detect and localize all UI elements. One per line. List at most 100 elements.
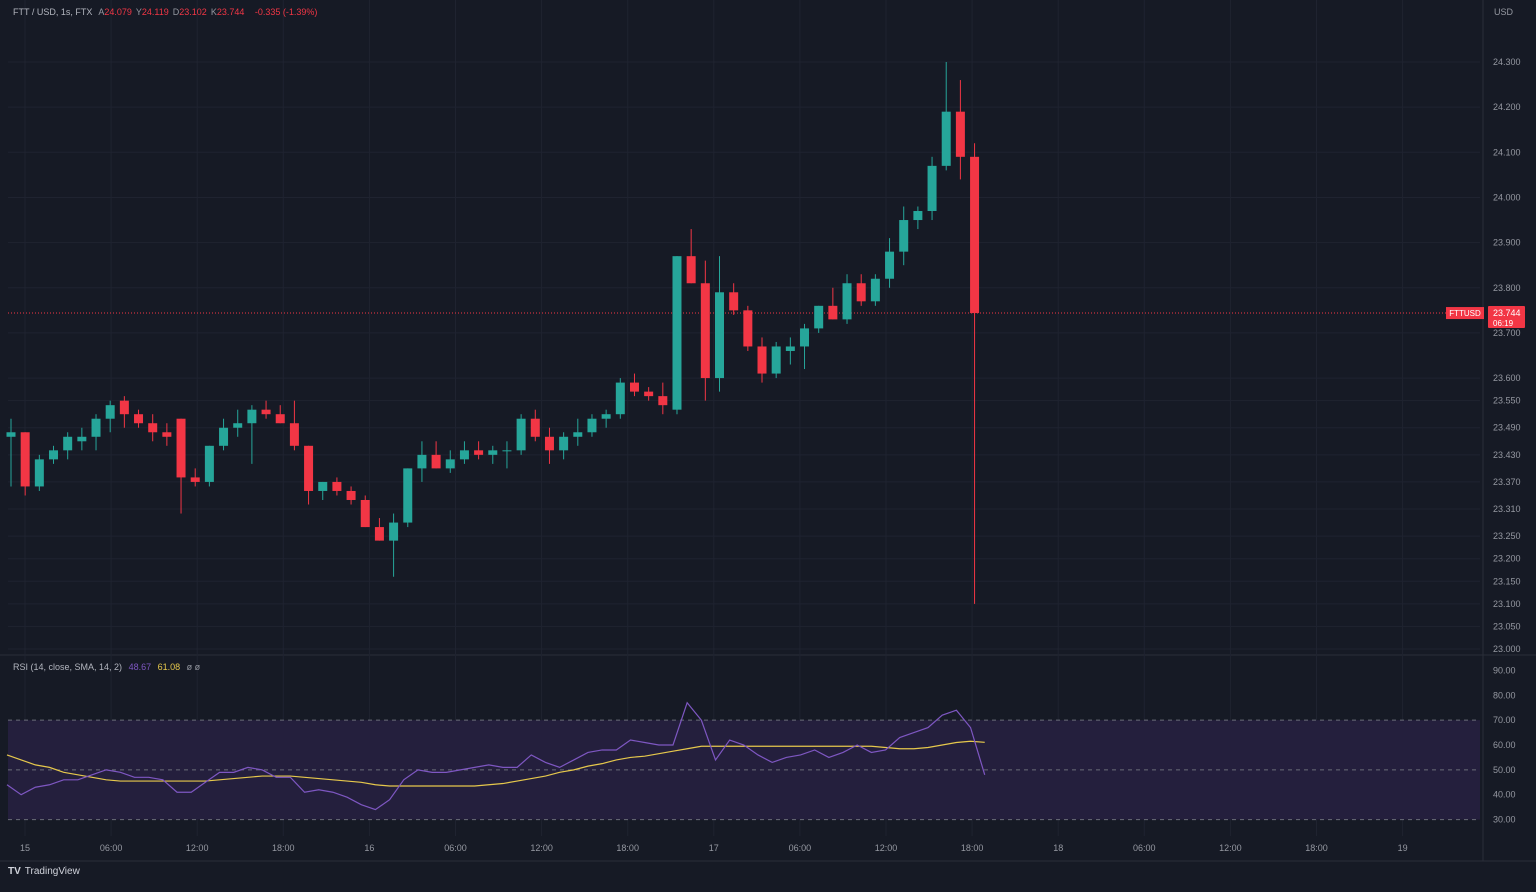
rsi-axis-label: 70.00 (1493, 715, 1516, 725)
rsi-line (6, 701, 986, 811)
time-axis-label: 17 (709, 843, 719, 853)
rsi-sma-value: 61.08 (157, 662, 181, 672)
candle-body (247, 409, 257, 424)
ohlc-key: D (172, 7, 180, 17)
time-axis-label: 19 (1398, 843, 1408, 853)
candle-body (445, 459, 455, 469)
rsi-axis-label: 30.00 (1493, 815, 1516, 825)
time-axis-label: 16 (364, 843, 374, 853)
candle-body (686, 256, 696, 284)
ohlc-key: A (98, 7, 105, 17)
price-axis-label: 23.310 (1493, 504, 1521, 514)
ohlc-value: 24.079 (104, 7, 132, 17)
ohlc-value: 23.102 (179, 7, 207, 17)
current-price-tag (1488, 306, 1525, 329)
candle-body (757, 346, 767, 374)
price-axis-label: 23.550 (1493, 396, 1521, 406)
ohlc-value: 23.744 (216, 7, 245, 17)
candle-body (601, 414, 611, 419)
time-axis-label: 15 (20, 843, 30, 853)
candle-body (332, 481, 342, 491)
time-axis-label: 06:00 (1133, 843, 1156, 853)
candle-body (275, 414, 285, 424)
tradingview-icon: TV (8, 866, 21, 877)
candle-body (615, 382, 625, 415)
rsi-axis-label: 50.00 (1493, 765, 1516, 775)
candle-body (134, 414, 144, 424)
time-axis-label: 18:00 (616, 843, 639, 853)
time-axis-label: 12:00 (875, 843, 898, 853)
price-axis-label: 24.200 (1493, 102, 1521, 112)
candle-body (658, 396, 668, 406)
candle-body (261, 409, 271, 415)
rsi-axis-label: 40.00 (1493, 790, 1516, 800)
candle-body (828, 305, 838, 320)
price-axis-label: 23.150 (1493, 576, 1521, 586)
candle-body (49, 450, 59, 460)
candle-body (885, 251, 895, 279)
time-axis-label: 18:00 (1305, 843, 1328, 853)
candle-body (941, 111, 951, 166)
price-axis-label: 24.300 (1493, 57, 1521, 67)
time-axis-label: 18:00 (961, 843, 984, 853)
candle-body (700, 283, 710, 379)
candle-body (573, 432, 583, 437)
rsi-label: RSI (14, close, SMA, 14, 2) (13, 662, 123, 672)
time-axis-label: 12:00 (530, 843, 553, 853)
rsi-value: 48.67 (128, 662, 152, 672)
candle-body (431, 454, 441, 469)
candle-body (814, 305, 824, 329)
price-axis-label: 23.430 (1493, 450, 1521, 460)
candle-body (771, 346, 781, 374)
candle-body (559, 436, 569, 451)
candle-body (785, 346, 795, 351)
candle-body (105, 405, 115, 419)
price-axis-label: 23.250 (1493, 531, 1521, 541)
candle-body (233, 423, 243, 428)
candle-body (488, 450, 498, 455)
ohlc-key: Y (135, 7, 142, 17)
candle-body (119, 400, 129, 415)
candle-body (516, 418, 526, 451)
price-axis-label: 23.100 (1493, 599, 1521, 609)
rsi-axis-label: 90.00 (1493, 665, 1516, 675)
candle-body (190, 477, 200, 482)
candle-body (417, 454, 427, 469)
candle-body (955, 111, 965, 157)
ohlc-value: 24.119 (141, 7, 169, 17)
price-axis-label: 23.370 (1493, 477, 1521, 487)
candle-body (6, 432, 16, 437)
candle-body (530, 418, 540, 437)
time-axis-label: 12:00 (186, 843, 209, 853)
candle-body (672, 256, 682, 410)
candle-body (389, 522, 399, 541)
candle-body (502, 450, 512, 452)
candle-body (374, 527, 384, 541)
candle-body (644, 391, 654, 397)
candle-body (162, 432, 172, 437)
time-axis-label: 18 (1053, 843, 1063, 853)
candle-body (304, 445, 314, 491)
ohlc-values: A24.079 Y24.119 D23.102 K23.744 (98, 7, 248, 17)
price-axis-label: 23.700 (1493, 328, 1521, 338)
candle-body (587, 418, 597, 433)
price-axis-label: 23.000 (1493, 644, 1521, 654)
tradingview-logo[interactable]: TV TradingView (8, 866, 80, 877)
candle-body (715, 292, 724, 379)
rsi-legend: RSI (14, close, SMA, 14, 2) 48.67 61.08 … (13, 662, 204, 672)
price-axis-label: 23.490 (1493, 423, 1521, 433)
price-axis-label: 23.200 (1493, 554, 1521, 564)
rsi-extra: ø ø (186, 662, 201, 672)
candle-body (899, 220, 909, 252)
candle-body (34, 459, 44, 487)
current-price-label: 23.744 (1493, 308, 1521, 318)
candle-body (219, 427, 229, 446)
price-axis-label: 23.900 (1493, 238, 1521, 248)
candle-body (20, 432, 30, 487)
symbol-tag (1446, 307, 1484, 320)
candle-body (318, 481, 328, 491)
rsi-sma-line (6, 740, 985, 787)
currency-label: USD (1494, 7, 1514, 17)
